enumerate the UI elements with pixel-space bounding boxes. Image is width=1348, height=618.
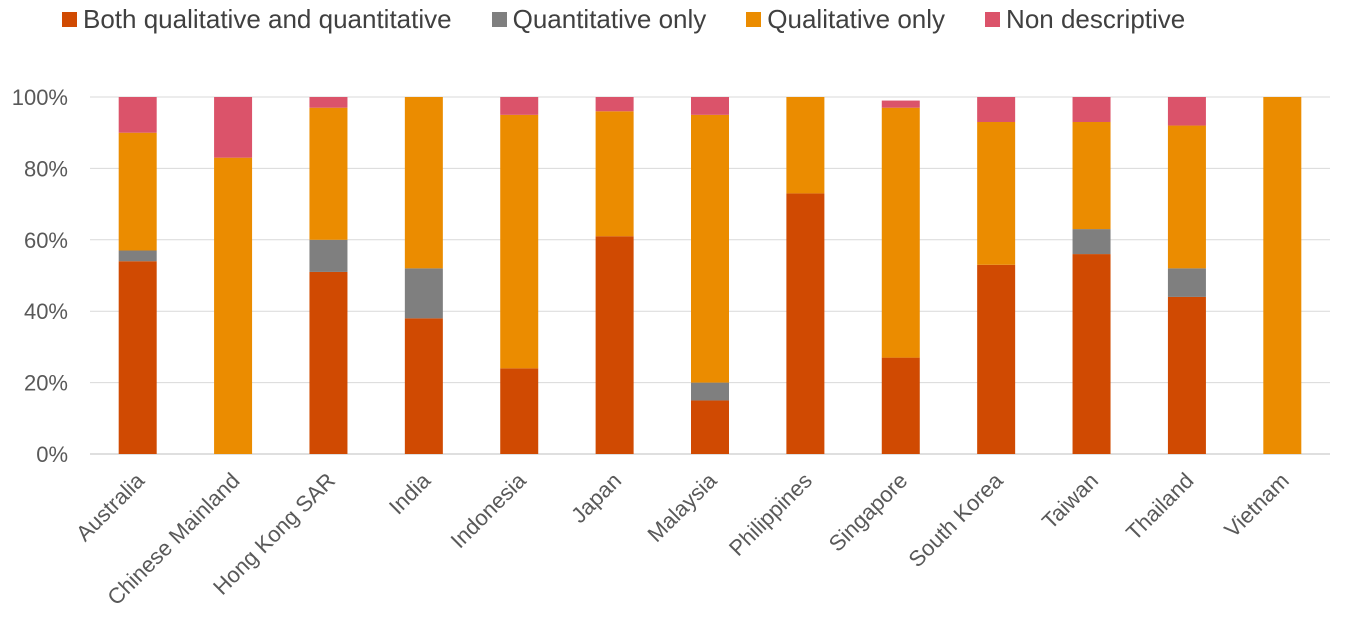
bar-segment <box>500 368 539 454</box>
legend-label: Both qualitative and quantitative <box>83 4 452 34</box>
bar-segment <box>977 97 1016 122</box>
bar-segment <box>595 236 634 454</box>
legend-label: Qualitative only <box>767 4 946 34</box>
bar-segment <box>691 114 729 383</box>
x-tick-label: India <box>384 467 436 519</box>
x-tick-label: South Korea <box>904 467 1009 572</box>
bar-segment <box>1167 296 1206 454</box>
bar-segment <box>118 132 157 251</box>
bar-segment <box>1072 121 1111 230</box>
legend-swatch <box>62 12 77 27</box>
y-tick-label: 0% <box>36 442 68 467</box>
y-tick-label: 100% <box>12 85 68 110</box>
x-tick-label: Thailand <box>1121 468 1198 545</box>
bar-segment <box>404 97 443 269</box>
legend-item: Both qualitative and quantitative <box>62 4 452 35</box>
legend-label: Quantitative only <box>512 4 707 34</box>
y-tick-label: 20% <box>24 371 68 396</box>
legend-item: Quantitative only <box>491 4 707 35</box>
bar-segment <box>595 97 634 112</box>
bar-segment <box>118 250 157 262</box>
x-tick-label: Indonesia <box>446 467 532 553</box>
bar-segment <box>691 97 729 115</box>
bar-segment <box>786 97 825 194</box>
x-tick-label: Japan <box>566 468 626 528</box>
x-tick-label: Australia <box>71 467 150 546</box>
y-tick-label: 60% <box>24 228 68 253</box>
bar-segment <box>1072 254 1111 454</box>
chart-legend: Both qualitative and quantitative Quantit… <box>62 4 1225 35</box>
bar-segment <box>1167 125 1206 269</box>
legend-item: Qualitative only <box>746 4 945 35</box>
bar-segment <box>977 264 1016 454</box>
bar-segment <box>1263 97 1302 454</box>
x-tick-label: Vietnam <box>1219 468 1293 542</box>
x-tick-label: Philippines <box>724 468 817 561</box>
bar-segment <box>1167 268 1206 297</box>
bar-segment <box>404 268 443 319</box>
bar-segment <box>309 107 348 240</box>
bar-segment <box>309 271 348 454</box>
bar-segment <box>1072 229 1111 255</box>
bar-segment <box>691 382 729 401</box>
bar-segment <box>214 97 253 158</box>
x-tick-label: Singapore <box>824 468 913 557</box>
y-tick-label: 40% <box>24 299 68 324</box>
legend-label: Non descriptive <box>1006 4 1186 34</box>
bar-segment <box>1167 97 1206 126</box>
bar-segment <box>500 97 539 115</box>
bar-segment <box>881 357 920 454</box>
y-tick-label: 80% <box>24 156 68 181</box>
legend-swatch <box>491 12 507 27</box>
bar-segment <box>977 121 1016 265</box>
legend-swatch <box>746 12 762 27</box>
bar-segment <box>404 318 443 454</box>
bar-segment <box>309 97 348 108</box>
bar-segment <box>691 400 729 454</box>
x-tick-label: Taiwan <box>1037 468 1103 534</box>
bar-segment <box>1072 97 1111 122</box>
legend-item: Non descriptive <box>985 4 1185 35</box>
bar-segment <box>118 261 157 454</box>
bar-segment <box>500 114 539 369</box>
bar-segment <box>786 193 825 454</box>
bar-segment <box>214 157 253 454</box>
bar-segment <box>595 111 634 237</box>
bar-segment <box>309 239 348 272</box>
x-tick-label: Malaysia <box>642 467 722 547</box>
legend-swatch <box>985 12 1001 27</box>
bar-segment <box>881 100 920 108</box>
bar-segment <box>881 107 920 358</box>
bar-segment <box>118 97 157 133</box>
